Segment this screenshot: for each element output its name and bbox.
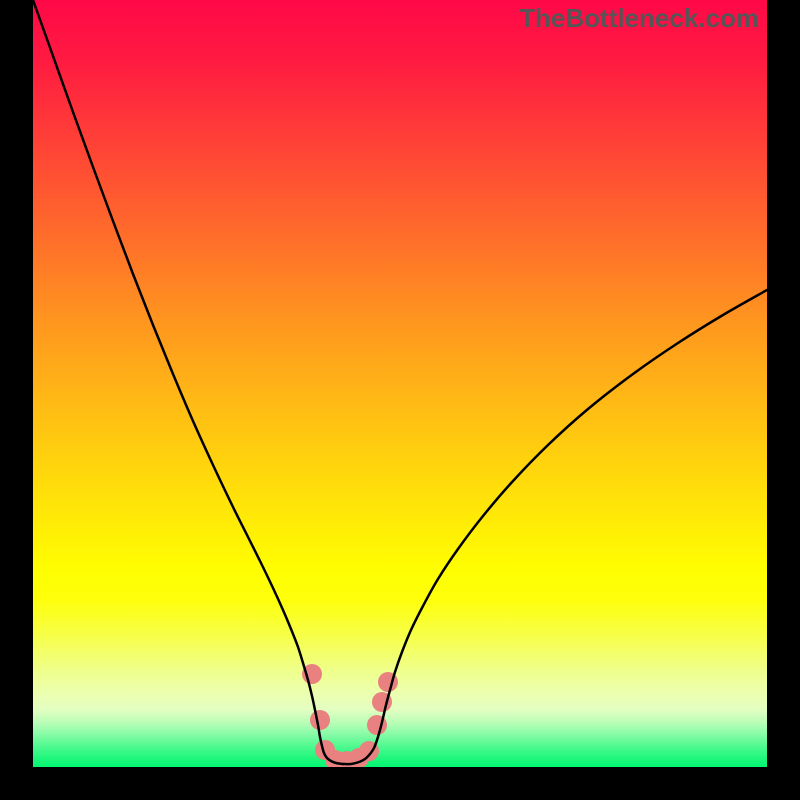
frame-bottom <box>0 767 800 800</box>
bottleneck-curve-left <box>33 0 343 764</box>
chart-overlay <box>33 0 767 767</box>
plot-area: TheBottleneck.com <box>33 0 767 767</box>
frame-left <box>0 0 33 800</box>
data-marker <box>310 710 330 730</box>
bottleneck-curve-right <box>343 290 767 764</box>
frame-right <box>767 0 800 800</box>
